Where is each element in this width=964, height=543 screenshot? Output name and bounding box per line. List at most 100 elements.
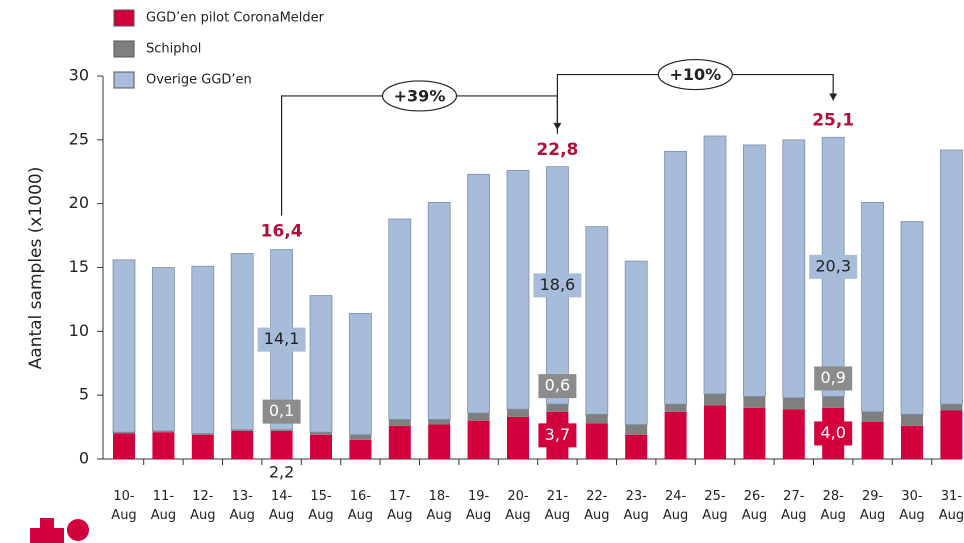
bar-segment (940, 404, 963, 411)
value-label: 3,7 (545, 425, 570, 444)
bar-segment (152, 430, 175, 433)
bar-segment (664, 404, 687, 412)
bar-segment (743, 144, 766, 397)
legend-swatch (113, 71, 135, 89)
bar-segment (506, 170, 530, 410)
legend-label: GGD’en pilot CoronaMelder (146, 11, 325, 26)
bar-segment (310, 432, 332, 435)
total-label: 25,1 (812, 111, 854, 131)
y-tick-label: 10 (69, 321, 89, 340)
value-label-box (809, 254, 858, 279)
value-label-box (538, 423, 577, 448)
bar-segment (230, 253, 254, 431)
bar-segment (467, 420, 490, 459)
bar-segment (861, 201, 884, 413)
bar-segment (664, 150, 687, 405)
total-label: 22,8 (536, 140, 578, 160)
annotation-bubble (657, 58, 733, 91)
value-label: 0,1 (269, 401, 294, 420)
bar-segment (191, 433, 214, 435)
bar-segment (467, 413, 490, 421)
value-label: 18,6 (540, 275, 576, 294)
bar-segment (113, 433, 135, 459)
bar-segment (782, 139, 806, 399)
x-tick-label: 24-Aug (663, 489, 688, 523)
bar-segment (743, 407, 766, 459)
bar-segment (428, 419, 451, 425)
y-tick-label: 20 (69, 193, 89, 212)
bar-segment (900, 221, 924, 415)
value-label-box (262, 399, 301, 424)
x-tick-label: 15-Aug (308, 489, 333, 523)
bar-segment (152, 432, 175, 459)
value-label: 0,6 (545, 376, 570, 395)
bar-segment (940, 410, 963, 459)
total-label: 16,4 (261, 222, 303, 242)
bar-segment (231, 430, 254, 459)
value-label-box (814, 421, 853, 446)
legend-swatch (113, 9, 135, 27)
bar-segment (427, 201, 451, 420)
value-label-box (533, 273, 582, 298)
bar-segment (231, 429, 254, 431)
x-tick-label: 21-Aug (545, 489, 570, 523)
value-label: 4,0 (820, 423, 845, 442)
x-tick-label: 31-Aug (939, 489, 964, 523)
x-tick-label: 12-Aug (190, 489, 215, 523)
x-tick-label: 18-Aug (427, 489, 452, 523)
bar-segment (507, 409, 529, 417)
bar-segment (270, 430, 293, 459)
y-tick-label: 30 (69, 66, 89, 85)
bar-segment (388, 218, 412, 420)
bar-segment (349, 439, 372, 459)
y-tick-label: 0 (79, 449, 89, 468)
legend-swatch (113, 40, 135, 58)
bar-segment (704, 405, 726, 459)
bar-segment (861, 421, 884, 459)
y-tick-label: 5 (79, 385, 89, 404)
bar-segment (191, 434, 214, 459)
annotation-label: +39% (394, 86, 446, 105)
x-tick-label: 27-Aug (781, 489, 806, 523)
bar-segment (151, 267, 175, 432)
x-tick-label: 16-Aug (348, 489, 373, 523)
x-tick-label: 30-Aug (899, 489, 924, 523)
value-label-box (814, 366, 853, 391)
annotation-bubble (381, 80, 458, 112)
bar-segment (585, 414, 608, 424)
value-label-box (257, 327, 306, 352)
arrow-head (829, 93, 838, 101)
bar-segment (348, 313, 372, 436)
y-tick-label: 25 (69, 129, 89, 148)
bar-segment (112, 259, 136, 433)
bar-segment (270, 429, 293, 431)
legend-label: Overige GGD’en (146, 73, 252, 88)
bar-segment (782, 409, 805, 459)
x-tick-label: 20-Aug (505, 489, 530, 523)
y-tick-label: 15 (69, 257, 89, 276)
x-tick-label: 28-Aug (821, 489, 846, 523)
bar-segment (310, 434, 332, 459)
bar-segment (743, 396, 766, 408)
bar-segment (191, 265, 215, 434)
bar-segment (585, 226, 609, 415)
bar-segment (664, 411, 687, 459)
bar-segment (507, 416, 529, 459)
bar-segment (822, 396, 845, 408)
bar-segment (428, 424, 451, 459)
bar-segment (861, 411, 884, 422)
y-axis-label: Aantal samples (x1000) (26, 167, 46, 370)
x-tick-label: 26-Aug (742, 489, 767, 523)
bar-segment (901, 425, 923, 459)
annotation-label: +10% (669, 65, 721, 84)
bar-segment (546, 404, 569, 412)
bar-segment (625, 434, 648, 459)
value-label: 14,1 (264, 329, 300, 348)
bar-segment (113, 432, 135, 434)
bar-segment (585, 423, 608, 459)
x-tick-label: 10-Aug (111, 489, 136, 523)
value-label: 20,3 (815, 256, 851, 275)
x-tick-label: 19-Aug (466, 489, 491, 523)
x-tick-label: 14-Aug (269, 489, 294, 523)
